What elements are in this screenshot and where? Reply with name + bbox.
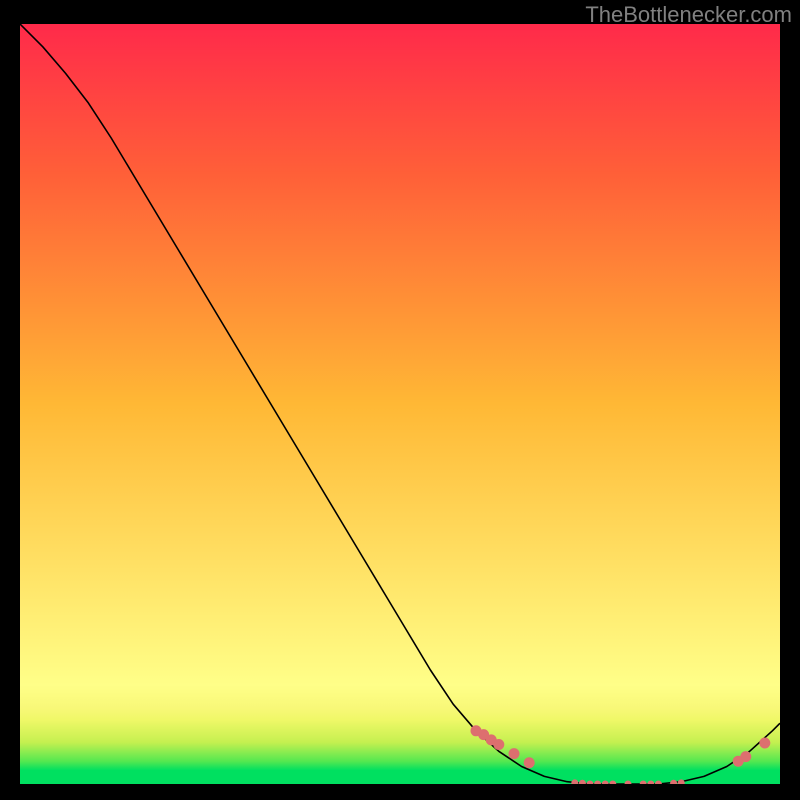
marker-dot — [741, 752, 751, 762]
chart-container: TheBottlenecker.com — [0, 0, 800, 800]
plot-background — [20, 24, 780, 784]
marker-dot — [587, 781, 593, 784]
marker-dot — [678, 780, 684, 784]
watermark-text: TheBottlenecker.com — [585, 2, 792, 28]
marker-dot — [648, 781, 654, 784]
marker-dot — [579, 780, 585, 784]
marker-dot — [595, 781, 601, 784]
plot-svg — [20, 24, 780, 784]
marker-dot — [640, 781, 646, 784]
marker-dot — [509, 749, 519, 759]
marker-dot — [625, 781, 631, 784]
marker-dot — [760, 738, 770, 748]
marker-dot — [524, 758, 534, 768]
marker-dot — [610, 781, 616, 784]
marker-dot — [602, 781, 608, 784]
marker-dot — [655, 781, 661, 784]
marker-dot — [494, 739, 504, 749]
marker-dot — [572, 780, 578, 784]
marker-dot — [671, 780, 677, 784]
